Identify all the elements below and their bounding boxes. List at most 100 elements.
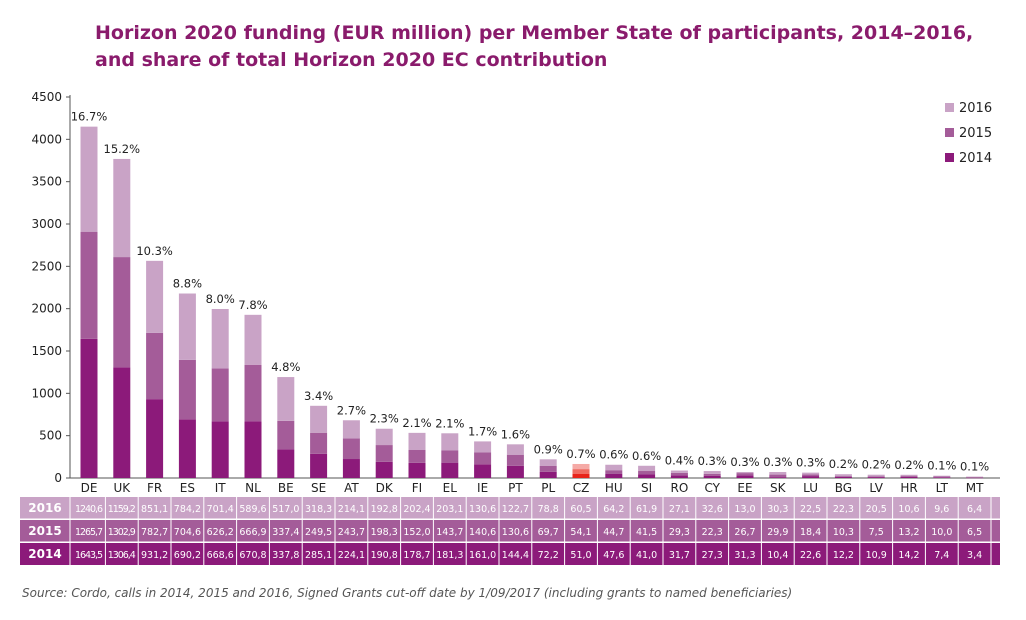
bar-SE-2016 [310, 405, 328, 433]
table-cell: 6,5 [967, 527, 982, 538]
x-tick-label: HR [900, 481, 917, 495]
table-cell: 51,0 [570, 550, 591, 561]
bar-ES-2016 [178, 293, 196, 360]
share-label: 0.2% [829, 457, 858, 471]
table-cell: 27,3 [702, 550, 723, 561]
x-tick-label: LU [803, 481, 818, 495]
table-cell: 18,4 [800, 527, 821, 538]
bar-FI-2015 [408, 450, 426, 463]
x-tick-label: CY [704, 481, 720, 495]
share-label: 0.7% [566, 447, 595, 461]
bar-FR-2015 [146, 332, 164, 400]
table-cell: 161,0 [469, 550, 496, 561]
share-label: 1.7% [468, 424, 497, 438]
bar-AT-2015 [342, 438, 360, 460]
legend-swatch-2015 [945, 128, 954, 137]
share-label: 0.3% [796, 456, 825, 470]
table-cell: 29,9 [767, 527, 788, 538]
bar-FI-2014 [408, 462, 426, 478]
x-tick-label: BE [278, 481, 294, 495]
bar-EE-2014 [736, 475, 754, 478]
share-label: 0.3% [763, 455, 792, 469]
bar-MT-2016 [966, 476, 984, 478]
table-cell: 10,4 [767, 550, 788, 561]
bar-CY-2015 [703, 473, 721, 476]
table-cell: 32,6 [702, 504, 723, 515]
y-tick-label: 1000 [31, 386, 62, 400]
share-label: 16.7% [71, 110, 108, 124]
chart: 0 500 1000 1500 2000 2500 3000 3500 4000 4500 16.7… [20, 90, 1000, 565]
bar-PT-2016 [506, 444, 524, 455]
bar-SI-2014 [638, 474, 656, 478]
x-tick-label: HU [605, 481, 623, 495]
table-cell: 851,1 [141, 504, 168, 515]
table-cell: 22,6 [800, 550, 821, 561]
bar-DK-2014 [375, 461, 393, 478]
x-tick-label: EE [737, 481, 752, 495]
bar-LV-2014 [867, 477, 885, 478]
y-tick-label: 4000 [31, 132, 62, 146]
y-tick-label: 3000 [31, 217, 62, 231]
table-cell: 782,7 [141, 527, 168, 538]
bar-NL-2015 [244, 364, 262, 422]
table-cell: 285,1 [305, 550, 332, 561]
share-label: 15.2% [104, 142, 141, 156]
table-cell: 72,2 [538, 550, 559, 561]
legend-label-2014: 2014 [959, 151, 992, 166]
bar-BE-2016 [277, 377, 295, 421]
y-tick-label: 3500 [31, 175, 62, 189]
share-label: 2.3% [370, 412, 399, 426]
table-cell: 130,6 [469, 504, 496, 515]
table-cell: 29,3 [669, 527, 690, 538]
bar-LU-2016 [802, 472, 820, 475]
share-label: 2.1% [402, 416, 431, 430]
table-row-header: 2016 [28, 501, 61, 515]
table-cell: 143,7 [436, 527, 463, 538]
bar-ES-2014 [178, 419, 196, 478]
x-tick-label: AT [344, 481, 359, 495]
bar-CZ-2015 [572, 469, 590, 474]
table-cell: 13,2 [898, 527, 919, 538]
table-cell: 337,4 [272, 527, 299, 538]
bar-SK-2014 [769, 477, 787, 478]
bar-BE-2014 [277, 449, 295, 478]
bar-FI-2016 [408, 432, 426, 451]
bar-UK-2016 [113, 158, 131, 258]
table-cell: 61,9 [636, 504, 657, 515]
bar-MT-2014 [966, 477, 984, 479]
share-label: 2.1% [435, 416, 464, 430]
bar-AT-2016 [342, 420, 360, 439]
x-tick-label: SI [641, 481, 652, 495]
bar-LV-2016 [867, 474, 885, 477]
bar-HR-2016 [900, 474, 918, 476]
bar-UK-2014 [113, 367, 131, 478]
legend-label-2016: 2016 [959, 101, 992, 116]
bar-PL-2014 [539, 471, 557, 478]
y-tick-label: 500 [39, 429, 62, 443]
table-cell: 30,3 [767, 504, 788, 515]
table-row-header: 2014 [28, 547, 61, 561]
bar-EL-2015 [441, 450, 459, 463]
bar-DE-2016 [80, 126, 98, 232]
x-tick-label: UK [113, 481, 131, 495]
bar-PL-2016 [539, 459, 557, 466]
table-cell: 26,7 [734, 527, 755, 538]
table-cell: 69,7 [538, 527, 559, 538]
share-label: 0.2% [894, 458, 923, 472]
share-label: 0.1% [927, 459, 956, 473]
table-cell: 10,9 [866, 550, 887, 561]
table-cell: 704,6 [174, 527, 201, 538]
x-tick-label: PT [508, 481, 523, 495]
legend-swatch-2014 [945, 153, 954, 162]
table-cell: 626,2 [207, 527, 234, 538]
share-label: 0.1% [960, 460, 989, 474]
bar-SE-2014 [310, 453, 328, 478]
x-tick-label: CZ [573, 481, 590, 495]
bar-LT-2016 [933, 475, 951, 477]
bar-DK-2015 [375, 445, 393, 462]
bar-EE-2015 [736, 473, 754, 476]
bar-IE-2014 [474, 464, 492, 478]
bar-CY-2014 [703, 475, 721, 478]
table-cell: 60,5 [570, 504, 591, 515]
bar-EL-2016 [441, 433, 459, 451]
